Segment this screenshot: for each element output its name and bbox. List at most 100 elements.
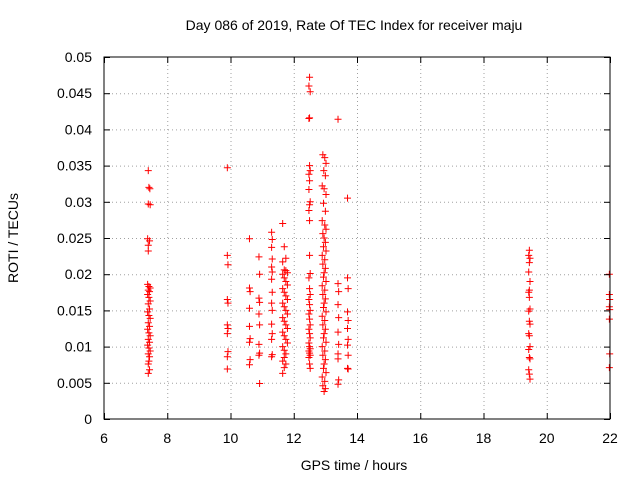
data-point <box>245 284 253 292</box>
data-point <box>256 321 264 329</box>
data-point <box>245 322 253 330</box>
data-point <box>344 274 352 282</box>
data-point <box>255 340 263 348</box>
data-point <box>280 288 288 296</box>
y-tick-label: 0.005 <box>57 375 92 391</box>
data-point <box>268 306 276 314</box>
data-point <box>145 311 153 319</box>
data-point <box>223 365 231 373</box>
data-point <box>306 88 314 96</box>
data-point <box>320 299 328 307</box>
data-point <box>605 315 613 323</box>
data-point <box>320 330 328 338</box>
data-point <box>305 353 313 361</box>
data-point <box>306 334 314 342</box>
data-point <box>223 353 231 361</box>
data-point <box>282 254 290 262</box>
axis-ticks <box>104 57 611 420</box>
data-point <box>321 325 329 333</box>
data-point <box>146 185 154 193</box>
data-point <box>245 361 253 369</box>
data-point <box>334 355 342 363</box>
data-point <box>321 317 329 325</box>
y-tick-label: 0.045 <box>57 85 92 101</box>
data-point <box>334 380 342 388</box>
data-point <box>318 312 326 320</box>
data-point <box>280 364 288 372</box>
grid-lines <box>104 57 610 419</box>
data-point <box>306 73 314 81</box>
data-point <box>280 303 288 311</box>
data-point <box>280 243 288 251</box>
data-point <box>224 348 232 356</box>
data-point <box>525 307 533 315</box>
data-point <box>144 319 152 327</box>
data-point <box>319 334 327 342</box>
data-point <box>144 335 152 343</box>
data-point <box>279 220 287 228</box>
x-tick-label: 22 <box>602 430 618 446</box>
data-point <box>145 183 153 191</box>
data-point <box>279 285 287 293</box>
data-point <box>223 164 231 172</box>
data-point <box>246 335 254 343</box>
data-point <box>526 277 534 285</box>
data-point <box>280 274 288 282</box>
data-point <box>280 346 288 354</box>
data-point <box>223 251 231 259</box>
data-point <box>335 340 343 348</box>
data-point <box>282 350 290 358</box>
data-point <box>255 351 263 359</box>
data-point <box>306 198 314 206</box>
data-point <box>283 325 291 332</box>
data-point <box>344 351 352 359</box>
data-point <box>146 366 154 374</box>
data-point <box>268 275 276 283</box>
data-point <box>319 199 327 207</box>
data-point <box>322 159 330 167</box>
data-point <box>224 325 232 332</box>
y-tick-labels: 0 0.005 0.01 0.015 0.02 0.025 0.03 0.035 0.04 0.0… <box>57 49 92 427</box>
data-point <box>320 269 328 277</box>
data-point <box>306 201 314 209</box>
data-point <box>319 364 327 372</box>
data-point <box>144 286 152 294</box>
data-point <box>306 301 314 309</box>
data-point <box>318 282 326 290</box>
data-point <box>245 235 253 243</box>
data-point <box>280 317 288 325</box>
data-point <box>318 343 326 351</box>
data-point <box>305 296 313 304</box>
data-point <box>144 350 152 358</box>
y-tick-label: 0.05 <box>65 49 92 65</box>
data-point <box>144 369 152 377</box>
data-point <box>318 217 326 225</box>
data-point <box>321 377 329 385</box>
data-point <box>319 290 327 298</box>
data-point <box>279 314 287 322</box>
data-point <box>255 294 263 302</box>
data-point <box>283 310 291 318</box>
data-point <box>279 270 287 278</box>
data-point <box>320 185 328 193</box>
data-point <box>223 296 231 304</box>
data-point <box>319 304 327 312</box>
data-point <box>280 266 288 274</box>
data-point <box>306 285 314 293</box>
data-point <box>306 162 314 170</box>
data-point <box>334 280 342 288</box>
data-point <box>255 253 263 261</box>
data-point <box>334 115 342 123</box>
data-point <box>306 315 314 323</box>
data-point <box>144 290 152 298</box>
data-point <box>268 330 276 338</box>
data-point <box>144 341 152 349</box>
data-point <box>525 332 533 340</box>
data-point <box>525 353 533 361</box>
data-point <box>306 251 314 259</box>
data-point <box>280 332 288 340</box>
data-point <box>525 317 533 325</box>
data-point <box>283 281 291 289</box>
data-point <box>246 356 254 364</box>
data-point <box>268 268 276 276</box>
